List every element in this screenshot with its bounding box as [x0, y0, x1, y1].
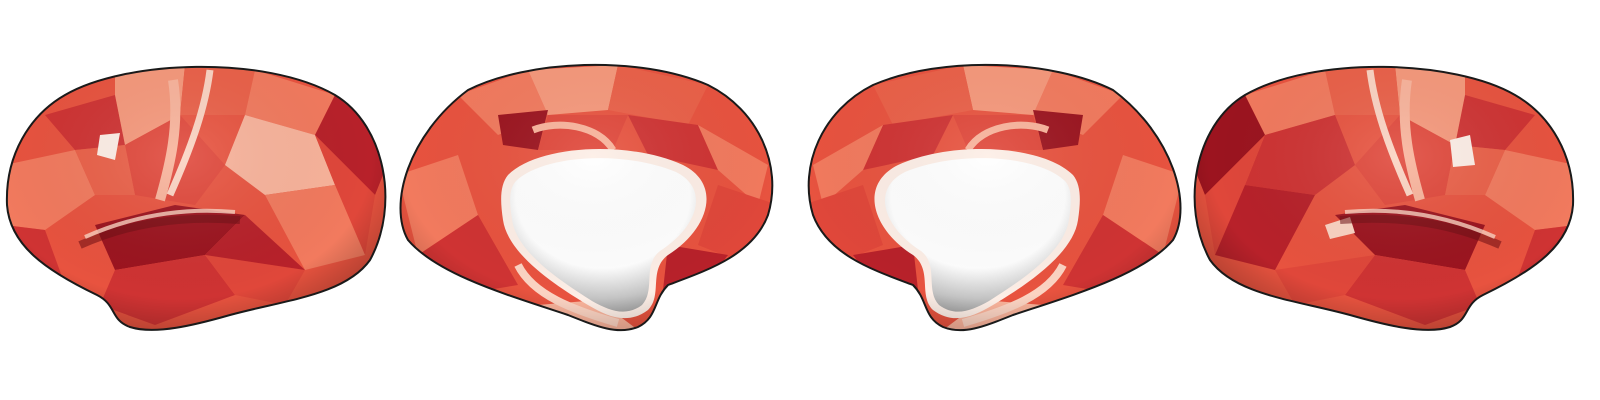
hemisphere-outline [807, 63, 1182, 332]
left-lateral-view [5, 55, 395, 345]
right-medial-view [793, 55, 1183, 345]
left-medial-brain [399, 63, 774, 332]
shading [6, 66, 386, 330]
left-lateral-brain [5, 65, 387, 331]
left-medial-view [398, 55, 788, 345]
hemisphere-outline [1193, 65, 1575, 331]
right-medial-brain [807, 63, 1182, 332]
right-lateral-view [1185, 55, 1575, 345]
shading [1194, 66, 1574, 330]
hemisphere-outline [5, 65, 387, 331]
hemisphere-outline [399, 63, 774, 332]
right-lateral-brain [1193, 65, 1575, 331]
